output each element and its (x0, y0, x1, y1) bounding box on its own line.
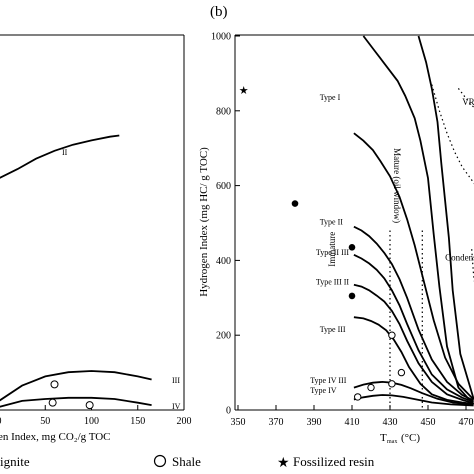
panel-a-ticks: 0 50 100 150 200 (0, 405, 192, 427)
panel-b-y-tick-label: 400 (216, 256, 231, 267)
panel-b-boundary (353, 283, 474, 405)
panel-b-label: (b) (210, 4, 228, 20)
panel-b-y-tick-label: 600 (216, 181, 231, 192)
panel-b-boundary (353, 380, 474, 406)
panel-b-boundary (353, 225, 474, 402)
panel-b-y-tick-label: 200 (216, 331, 231, 342)
panel-b-boundary (353, 316, 474, 405)
panel-a-x-label: en Index, mg CO₂/g TOC (0, 431, 111, 443)
panel-b-x-tick-label: 410 (345, 417, 360, 428)
panel-b-type-label: Type II (320, 217, 344, 226)
panel-a-x-tick-label: 50 (40, 416, 50, 427)
panel-b-x-label: T max (°C) (380, 432, 420, 445)
panel-a-shale-point (50, 380, 59, 389)
panel-b-type-labels: Type I Type II Type II III Type III II Type … (310, 93, 349, 395)
panel-b-coal-point (291, 200, 299, 207)
panel-b-boundary (353, 253, 474, 403)
panel-a-shale-point (85, 401, 94, 410)
panel-b-shale-point (397, 368, 406, 377)
panel-b-boundaries (353, 35, 474, 407)
panel-b-y-tick-label: 800 (216, 106, 231, 117)
panel-b-shale-point (367, 383, 375, 392)
panel-b-type-label: Type I (320, 93, 341, 102)
x-label-unit: (°C) (401, 432, 420, 444)
legend-shale-label: Shale (172, 454, 201, 469)
panel-a-curve (0, 134, 120, 179)
panel-b: (b) 350 370 390 410 430 450 470 0 200 400 600 800 10… (198, 4, 474, 445)
panel-b-x-tick-label: 450 (421, 417, 436, 428)
panel-a-curve (0, 396, 152, 408)
panel-b-zone-label: Mature (oil window) (392, 148, 402, 223)
panel-b-dotted-curve (457, 88, 474, 109)
panel-b-boundary (362, 35, 474, 406)
panel-b-type-label: Type IV III (310, 376, 347, 385)
x-label-sub: max (387, 439, 397, 445)
panel-b-x-tick-label: 350 (231, 417, 246, 428)
panel-b-x-tick-label: 370 (269, 417, 284, 428)
panel-a-x-tick-label: 0 (0, 416, 2, 427)
legend-shale-marker (153, 454, 167, 468)
panel-b-zone-label: Immature (327, 232, 337, 267)
panel-b-points: ★ (239, 85, 406, 401)
panel-a-points (48, 380, 94, 410)
panel-b-resin-point: ★ (239, 85, 249, 97)
panel-a-curve (0, 370, 152, 402)
panel-b-x-tick-label: 470 (459, 417, 474, 428)
panel-b-zone-labels: Immature Mature (oil window) Condensate VR=… (327, 97, 474, 267)
legend-resin-label: Fossilized resin (293, 454, 375, 469)
panel-b-coal-point (348, 244, 356, 251)
panel-b-zone-label: VR= 0 (462, 97, 474, 107)
x-label-t: T (380, 432, 387, 444)
legend: ignite Shale ★ Fossilized resin (0, 454, 375, 471)
panel-a-x-tick-label: 100 (84, 416, 99, 427)
panel-a-shale-point (48, 398, 57, 407)
panel-b-dotted-curve (431, 84, 474, 185)
panel-b-boundary (417, 35, 474, 400)
panel-b-coal-point (348, 292, 356, 300)
panel-a-x-tick-label: 150 (130, 416, 145, 427)
panel-b-ticks: 350 370 390 410 430 450 470 0 200 400 600 800 1000 (211, 32, 474, 429)
panel-b-type-label: Type III (320, 325, 346, 334)
panel-b-y-tick-label: 0 (226, 406, 231, 417)
panel-b-dotted-lines (389, 84, 474, 410)
panel-b-type-label: Type IV (310, 386, 337, 395)
panel-a-curve-label: IV (172, 402, 181, 411)
panel-b-shale-point (354, 393, 362, 401)
panel-b-x-tick-label: 430 (383, 417, 398, 428)
panel-b-y-label: Hydrogen Index (mg HC/ g TOC) (198, 147, 210, 297)
panel-a-x-tick-label: 200 (177, 416, 192, 427)
panel-b-shale-point (388, 331, 396, 339)
panel-b-boundary (353, 394, 474, 407)
panel-b-zone-label: Condensate (445, 252, 474, 262)
panel-b-boundary (353, 132, 474, 401)
panel-b-x-tick-label: 390 (307, 417, 322, 428)
legend-coal-label: ignite (0, 454, 30, 469)
panel-b-y-tick-label: 1000 (211, 32, 231, 43)
panel-b-type-label: Type III II (316, 278, 350, 287)
panel-b-type-label: Type II III (316, 248, 350, 257)
panel-a-curve-label: III (172, 376, 180, 385)
legend-resin-marker: ★ (277, 456, 290, 471)
panel-a-curve-label: II (62, 148, 68, 157)
panel-b-shale-point (388, 380, 396, 388)
